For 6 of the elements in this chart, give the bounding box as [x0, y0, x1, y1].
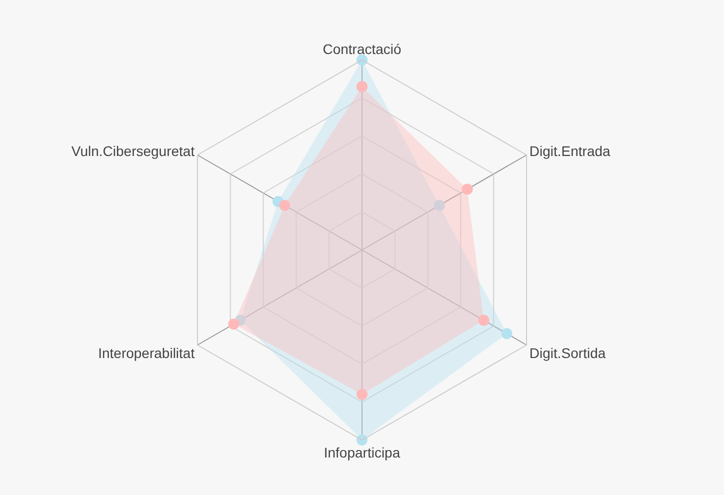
spoke-label: Digit.Sortida [529, 344, 606, 361]
spoke-label: Interoperabilitat [98, 344, 195, 361]
spoke-label: Contractació [322, 40, 402, 57]
spoke-label: Vuln.Ciberseguretat [71, 143, 195, 160]
spoke-label: Infoparticipa [324, 444, 400, 460]
spoke-label: Digit.Entrada [529, 143, 611, 160]
